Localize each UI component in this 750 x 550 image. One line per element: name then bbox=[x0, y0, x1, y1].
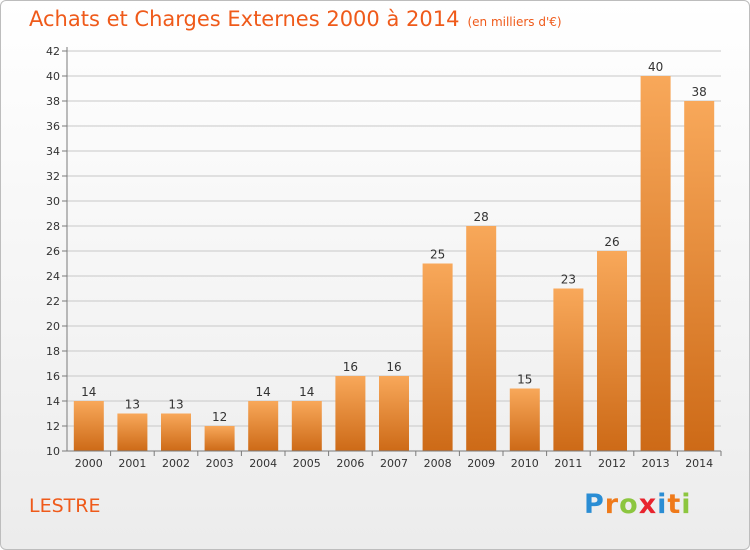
y-tick-label: 26 bbox=[46, 245, 60, 258]
x-tick-label: 2009 bbox=[467, 457, 495, 470]
bar bbox=[640, 76, 671, 451]
bars: 14 13 13 12 14 14 16 16 25 28 15 23 26 40 38 bbox=[73, 60, 715, 451]
bar bbox=[204, 426, 235, 451]
x-tick-label: 2007 bbox=[380, 457, 408, 470]
y-tick-label: 34 bbox=[46, 145, 60, 158]
bar bbox=[466, 226, 497, 451]
logo-letter: i bbox=[657, 489, 668, 520]
proxiti-logo[interactable]: Proxiti bbox=[584, 489, 692, 520]
y-tick-label: 22 bbox=[46, 295, 60, 308]
x-tick-label: 2008 bbox=[424, 457, 452, 470]
logo-letter: P bbox=[584, 489, 605, 520]
y-tick-label: 12 bbox=[46, 420, 60, 433]
data-label: 14 bbox=[81, 385, 96, 399]
logo-letter: i bbox=[681, 489, 692, 520]
data-label: 14 bbox=[299, 385, 314, 399]
x-tick-label: 2010 bbox=[511, 457, 539, 470]
y-tick-label: 36 bbox=[46, 120, 60, 133]
data-label: 13 bbox=[125, 398, 140, 412]
axes: 10 12 14 16 18 20 22 24 26 28 30 32 34 36 38 40 42 2000 20… bbox=[46, 45, 722, 470]
x-tick-label: 2003 bbox=[206, 457, 234, 470]
data-label: 26 bbox=[604, 235, 619, 249]
x-tick-label: 2011 bbox=[554, 457, 582, 470]
x-tick-label: 2005 bbox=[293, 457, 321, 470]
logo-letter: t bbox=[667, 489, 682, 520]
bar bbox=[684, 101, 715, 451]
logo-letter: o bbox=[619, 489, 639, 520]
y-tick-label: 30 bbox=[46, 195, 60, 208]
logo-letter: x bbox=[638, 489, 658, 520]
data-label: 15 bbox=[517, 373, 532, 387]
bar bbox=[335, 376, 366, 451]
x-tick-label: 2006 bbox=[336, 457, 364, 470]
bar bbox=[379, 376, 409, 451]
x-tick-label: 2012 bbox=[598, 457, 626, 470]
data-label: 38 bbox=[692, 85, 707, 99]
bar bbox=[597, 251, 627, 451]
data-label: 14 bbox=[256, 385, 271, 399]
data-label: 16 bbox=[386, 360, 401, 374]
logo-letter: r bbox=[604, 489, 620, 520]
y-tick-label: 18 bbox=[46, 345, 60, 358]
y-tick-label: 14 bbox=[46, 395, 60, 408]
y-tick-label: 16 bbox=[46, 370, 60, 383]
title-text: Achats et Charges Externes 2000 à 2014 bbox=[29, 7, 460, 31]
x-tick-label: 2004 bbox=[249, 457, 277, 470]
data-label: 13 bbox=[168, 398, 183, 412]
x-tick-label: 2014 bbox=[685, 457, 713, 470]
bar bbox=[161, 413, 191, 451]
y-tick-label: 20 bbox=[46, 320, 60, 333]
y-tick-label: 42 bbox=[46, 45, 60, 58]
bar bbox=[291, 401, 322, 451]
chart-title: Achats et Charges Externes 2000 à 2014 (e… bbox=[29, 7, 562, 31]
bar bbox=[117, 413, 148, 451]
x-tick-label: 2013 bbox=[642, 457, 670, 470]
place-name: LESTRE bbox=[29, 495, 101, 517]
data-label: 23 bbox=[561, 273, 576, 287]
bar bbox=[422, 263, 453, 451]
y-tick-label: 10 bbox=[46, 445, 60, 458]
bar bbox=[248, 401, 279, 451]
data-label: 40 bbox=[648, 60, 663, 74]
y-tick-label: 28 bbox=[46, 220, 60, 233]
data-label: 16 bbox=[343, 360, 358, 374]
x-tick-label: 2000 bbox=[75, 457, 103, 470]
bar bbox=[553, 288, 584, 451]
bar bbox=[509, 388, 540, 451]
y-tick-label: 40 bbox=[46, 70, 60, 83]
data-label: 12 bbox=[212, 410, 227, 424]
title-unit: (en milliers d'€) bbox=[467, 15, 562, 29]
y-tick-label: 38 bbox=[46, 95, 60, 108]
data-label: 25 bbox=[430, 248, 445, 262]
y-tick-label: 32 bbox=[46, 170, 60, 183]
bar bbox=[73, 401, 104, 451]
x-tick-label: 2001 bbox=[118, 457, 146, 470]
y-tick-label: 24 bbox=[46, 270, 60, 283]
x-tick-label: 2002 bbox=[162, 457, 190, 470]
data-label: 28 bbox=[474, 210, 489, 224]
